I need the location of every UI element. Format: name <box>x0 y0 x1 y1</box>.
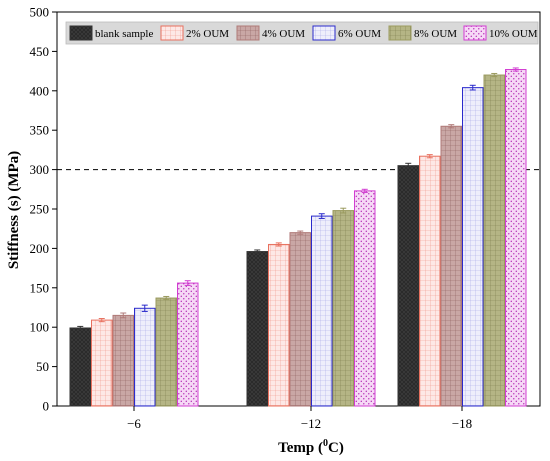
bar <box>462 87 484 407</box>
legend-label: 8% OUM <box>414 28 457 40</box>
legend-label: 10% OUM <box>489 28 538 40</box>
bar <box>134 307 156 407</box>
bar <box>177 282 199 407</box>
legend-box <box>65 21 539 45</box>
legend: blank sample 2% OUM 4% OUM 6% OUM 8% OUM 10% … <box>65 21 539 45</box>
bar <box>354 190 376 407</box>
y-tick-label: 150 <box>30 280 50 295</box>
legend-swatch <box>236 25 260 41</box>
y-tick-label: 500 <box>30 5 50 20</box>
plot-area: 0 50 100 150 200 250 300 350 400 450 500 −6 −12 −18 bl… <box>30 5 541 431</box>
bar <box>155 297 177 407</box>
bar <box>268 243 290 407</box>
bar <box>69 327 91 407</box>
x-axis-title: Temp (0C) <box>278 438 344 456</box>
legend-label: 2% OUM <box>186 28 229 40</box>
bar <box>91 319 113 407</box>
bar <box>505 69 527 407</box>
legend-label: blank sample <box>95 28 153 40</box>
legend-swatch <box>312 25 336 41</box>
y-tick-label: 100 <box>30 320 50 335</box>
x-tick-label: −12 <box>301 416 321 431</box>
y-tick-label: 200 <box>30 241 50 256</box>
legend-swatch <box>160 25 184 41</box>
y-tick-label: 0 <box>43 399 50 414</box>
bar <box>311 215 333 407</box>
y-axis-title: Stiffness (s) (MPa) <box>6 151 22 269</box>
legend-swatch <box>69 25 93 41</box>
bar <box>246 251 268 407</box>
legend-swatch <box>388 25 412 41</box>
bar <box>419 155 441 407</box>
bar <box>397 165 419 407</box>
bar <box>332 210 354 407</box>
y-tick-label: 50 <box>36 359 49 374</box>
x-tick-label: −6 <box>127 416 141 431</box>
x-tick-label: −18 <box>452 416 472 431</box>
y-tick-label: 450 <box>30 44 50 59</box>
bar <box>289 232 311 407</box>
y-tick-label: 250 <box>30 202 50 217</box>
y-tick-label: 400 <box>30 83 50 98</box>
bar <box>440 125 462 407</box>
legend-label: 4% OUM <box>262 28 305 40</box>
y-tick-label: 300 <box>30 162 50 177</box>
legend-swatch <box>463 25 487 41</box>
bar <box>483 74 505 407</box>
y-tick-label: 350 <box>30 123 50 138</box>
bar <box>112 314 134 407</box>
legend-label: 6% OUM <box>338 28 381 40</box>
